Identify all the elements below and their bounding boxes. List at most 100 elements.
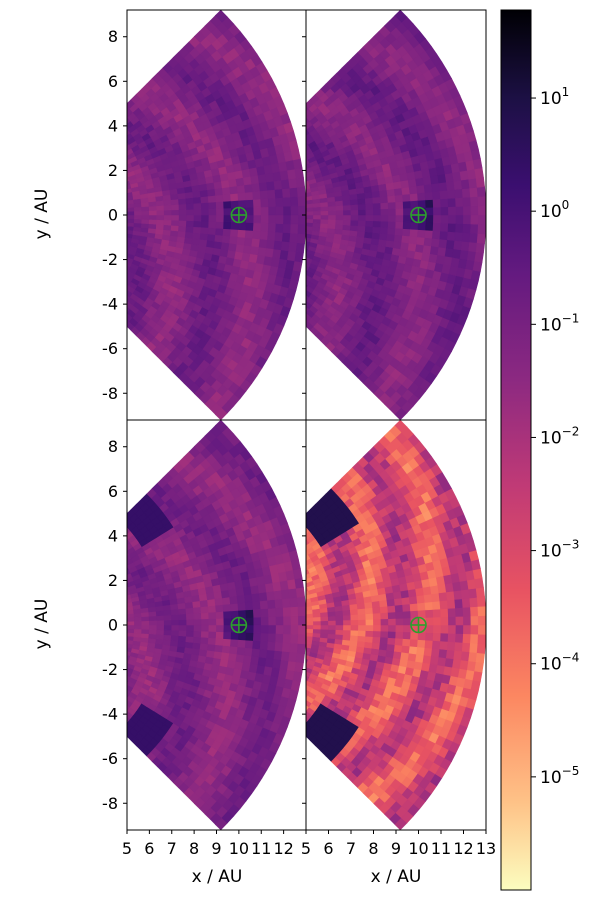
heatmap-cell — [357, 607, 366, 615]
heatmap-cell — [306, 526, 307, 528]
heatmap-cell — [127, 699, 128, 700]
heatmap-cell — [283, 615, 292, 626]
heatmap-cell — [215, 194, 224, 203]
heatmap-cell — [184, 231, 194, 239]
heatmap-cell — [288, 241, 298, 253]
heatmap-cell — [207, 194, 217, 203]
heatmap-cell — [266, 180, 276, 191]
heatmap-cell — [208, 208, 217, 216]
heatmap-cell — [327, 629, 337, 635]
heatmap-cell — [415, 243, 425, 253]
heatmap-cell — [357, 635, 366, 643]
heatmap-cell — [104, 690, 112, 697]
heatmap-cell — [117, 274, 125, 281]
heatmap-cell — [306, 699, 307, 700]
heatmap-cell — [445, 239, 456, 250]
heatmap-cell — [448, 616, 457, 626]
heatmap-cell — [343, 214, 352, 221]
heatmap-cell — [245, 624, 255, 634]
heatmap-cell — [387, 194, 396, 203]
heatmap-cell — [468, 651, 478, 663]
heatmap-cell — [251, 182, 261, 193]
heatmap-cell — [252, 190, 262, 200]
heatmap-cell — [289, 232, 299, 244]
heatmap-cell — [275, 615, 284, 626]
heatmap-cell — [393, 234, 403, 243]
heatmap-cell — [470, 223, 479, 234]
heatmap-cell — [294, 577, 304, 589]
heatmap-cell — [372, 606, 381, 614]
heatmap-cell — [474, 167, 484, 179]
heatmap-cell — [395, 221, 404, 229]
heatmap-cell — [475, 652, 485, 664]
heatmap-cell — [469, 642, 479, 654]
heatmap-cell — [171, 203, 180, 211]
heatmap-cell — [273, 179, 283, 190]
heatmap-cell — [320, 222, 329, 229]
heatmap-cell — [156, 204, 165, 211]
heatmap-cell — [170, 639, 179, 647]
heatmap-cell — [417, 639, 426, 648]
heatmap-cell — [260, 222, 269, 232]
colorbar-tick-label: 10−5 — [540, 764, 579, 788]
heatmap-cell — [108, 274, 116, 281]
heatmap-cell — [104, 553, 112, 560]
heatmap-cell — [372, 196, 381, 204]
heatmap-cell — [112, 281, 120, 289]
heatmap-cell — [290, 606, 299, 617]
heatmap-cell — [223, 624, 232, 633]
heatmap-cell — [107, 135, 115, 143]
heatmap-cell — [431, 600, 441, 610]
heatmap-cell — [476, 233, 486, 244]
heatmap-cell — [402, 603, 411, 612]
heatmap-cell — [379, 642, 388, 651]
heatmap-cell — [477, 214, 486, 225]
heatmap-cell — [445, 180, 456, 191]
heatmap-cell — [253, 206, 262, 216]
heatmap-cell — [335, 629, 344, 636]
heatmap-cell — [380, 624, 389, 632]
heatmap-cell — [156, 619, 165, 626]
heatmap-cell — [335, 204, 344, 211]
heatmap-cell — [424, 601, 434, 611]
heatmap-cell — [393, 644, 403, 653]
heatmap-cell — [425, 214, 434, 224]
heatmap-cell — [365, 202, 374, 210]
heatmap-cell — [328, 214, 337, 220]
heatmap-cell — [221, 186, 231, 195]
heatmap-cell — [178, 209, 188, 216]
heatmap-cell — [215, 221, 225, 229]
heatmap-cell — [200, 202, 210, 210]
colorbar-tick-label: 10−1 — [540, 311, 579, 335]
heatmap-cell — [275, 607, 284, 617]
heatmap-cell — [432, 632, 442, 642]
y-tick-label: -2 — [102, 660, 118, 679]
heatmap-cell — [439, 189, 449, 200]
panel-top-right — [294, 9, 487, 421]
heatmap-cell — [462, 633, 472, 644]
heatmap-cell — [141, 615, 150, 622]
heatmap-cell — [472, 568, 483, 580]
heatmap-cell — [216, 617, 225, 626]
heatmap-cell — [94, 291, 102, 299]
heatmap-cell — [433, 616, 442, 626]
heatmap-cell — [431, 182, 441, 193]
heatmap-cell — [268, 206, 277, 216]
heatmap-cell — [395, 214, 404, 223]
heatmap-cell — [365, 208, 374, 216]
heatmap-cell — [388, 618, 397, 626]
heatmap-cell — [106, 687, 114, 694]
heatmap-cell — [387, 201, 397, 210]
heatmap-cell — [229, 185, 239, 195]
heatmap-cell — [386, 643, 396, 652]
heatmap-cell — [252, 640, 262, 650]
heatmap-cell — [292, 568, 303, 580]
heatmap-cell — [215, 611, 225, 619]
heatmap-cell — [470, 214, 479, 225]
heatmap-cell — [294, 722, 303, 731]
heatmap-cell — [294, 110, 303, 119]
heatmap-cell — [373, 208, 382, 216]
heatmap-cell — [207, 643, 216, 652]
heatmap-cell — [446, 599, 456, 609]
heatmap-cell — [108, 149, 116, 156]
